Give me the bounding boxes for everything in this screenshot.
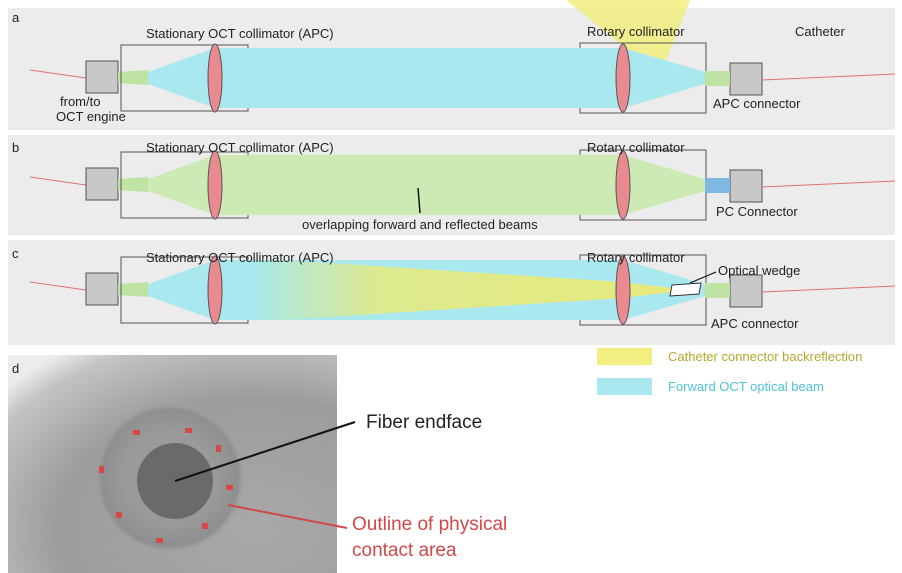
fiber-photo <box>8 355 337 573</box>
rotary-label: Rotary collimator <box>587 250 685 265</box>
outline-label: Outline of physical <box>352 514 507 535</box>
beam-annotation: overlapping forward and reflected beams <box>302 217 538 232</box>
connector-label: APC connector <box>711 316 799 331</box>
connector-label: PC Connector <box>716 204 798 219</box>
collimator-label: Stationary OCT collimator (APC) <box>146 250 334 265</box>
engine-label: from/to <box>60 94 100 109</box>
fiber-label: Fiber endface <box>366 412 482 433</box>
outline-label: contact area <box>352 540 457 561</box>
panel-label: d <box>12 361 19 376</box>
collimator-label: Stationary OCT collimator (APC) <box>146 140 334 155</box>
connector-label: APC connector <box>713 96 801 111</box>
collimator-label: Stationary OCT collimator (APC) <box>146 26 334 41</box>
wedge-label: Optical wedge <box>718 263 800 278</box>
legend-swatch <box>597 348 652 365</box>
legend-label: Forward OCT optical beam <box>668 379 824 394</box>
catheter-label: Catheter <box>795 24 846 39</box>
rotary-label: Rotary collimator <box>587 24 685 39</box>
panel-label: a <box>12 10 20 25</box>
panel-label: b <box>12 140 19 155</box>
engine-label: OCT engine <box>56 109 126 124</box>
panel-label: c <box>12 246 19 261</box>
legend-swatch <box>597 378 652 395</box>
rotary-label: Rotary collimator <box>587 140 685 155</box>
figure: a Stationary OCT collimator (APC) Rotary… <box>0 0 902 573</box>
legend-label: Catheter connector backreflection <box>668 349 862 364</box>
